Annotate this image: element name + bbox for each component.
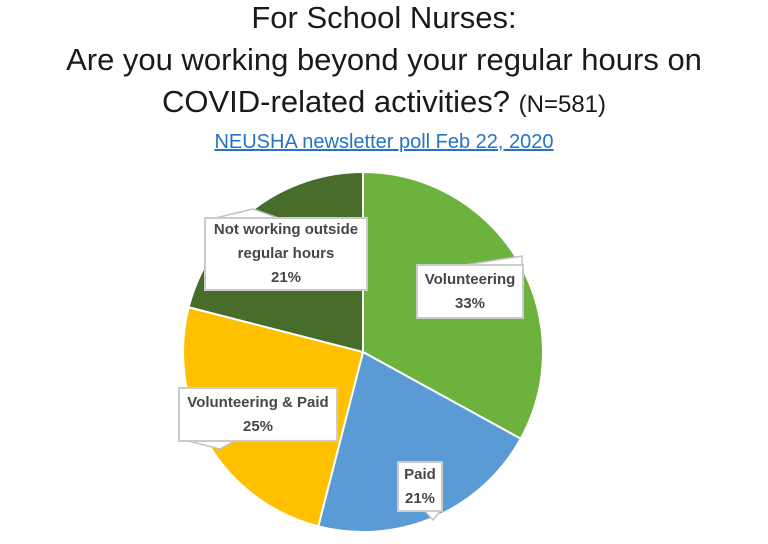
callout-paid-line1: Paid <box>404 465 436 483</box>
callout-notworking-line2: regular hours <box>237 245 335 262</box>
callout-volpaid-line1: Volunteering & Paid <box>187 393 329 411</box>
sample-size-note: (N=581) <box>518 91 606 118</box>
callout-volunteering: Volunteering 33% <box>416 264 524 319</box>
callout-notworking-pct: 21% <box>270 269 302 286</box>
callout-paid-pct: 21% <box>404 489 436 507</box>
title-line-3: COVID-related activities? (N=581) <box>0 81 768 126</box>
callout-paid: Paid 21% <box>397 461 443 512</box>
chart-title-block: For School Nurses: Are you working beyon… <box>0 0 768 153</box>
title-line-3-main: COVID-related activities? <box>162 84 519 119</box>
callout-volpaid: Volunteering & Paid 25% <box>178 387 338 442</box>
title-line-2: Are you working beyond your regular hour… <box>66 42 702 77</box>
title-line-1: For School Nurses: <box>251 0 517 35</box>
callout-volpaid-pct: 25% <box>242 417 274 435</box>
callout-notworking: Not working outside regular hours 21% <box>204 217 368 291</box>
callout-volunteering-pct: 33% <box>454 294 486 312</box>
newsletter-poll-link[interactable]: NEUSHA newsletter poll Feb 22, 2020 <box>214 131 554 153</box>
callout-volunteering-line1: Volunteering <box>424 270 516 288</box>
callout-notworking-line1: Not working outside <box>213 221 359 238</box>
subtitle-row: NEUSHA newsletter poll Feb 22, 2020 <box>0 126 768 153</box>
